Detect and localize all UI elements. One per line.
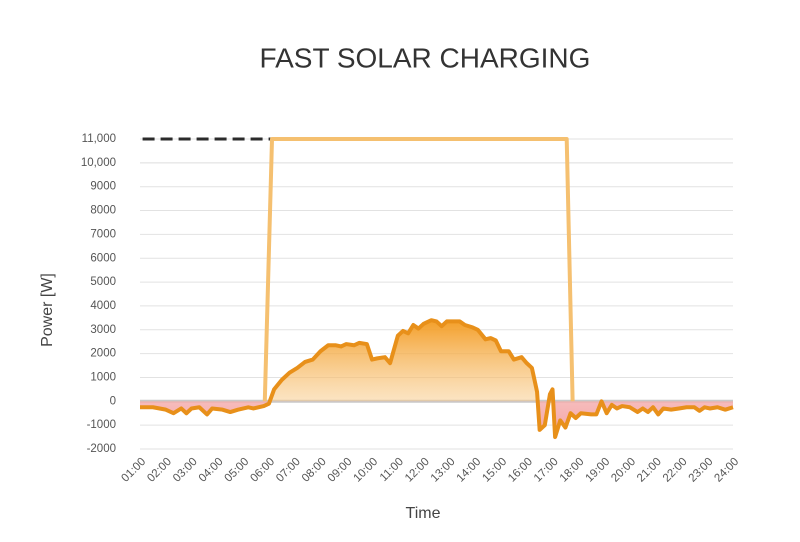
x-tick-label: 02:00 (145, 456, 174, 485)
y-tick-label: 1000 (90, 371, 116, 383)
y-tick-label: 4000 (90, 300, 116, 312)
x-tick-label: 15:00 (480, 456, 509, 485)
series-line (140, 318, 734, 440)
y-tick-label: 8000 (90, 205, 116, 217)
area-positive (269, 320, 554, 402)
y-tick-label: 0 (110, 395, 116, 407)
series-line (262, 137, 575, 402)
y-tick-label: 2000 (90, 348, 116, 360)
x-tick-label: 04:00 (197, 456, 226, 485)
x-tick-label: 19:00 (584, 456, 613, 485)
y-tick-label: 11,000 (82, 133, 116, 145)
x-tick-label: 13:00 (429, 456, 458, 485)
x-tick-label: 23:00 (687, 456, 716, 485)
x-tick-label: 16:00 (506, 456, 535, 485)
y-tick-label: 7000 (90, 228, 116, 240)
x-tick-label: 01:00 (119, 456, 148, 485)
x-tick-label: 14:00 (455, 456, 484, 485)
x-tick-label: 10:00 (351, 456, 380, 485)
x-axis-label: Time (406, 505, 441, 522)
x-tick-label: 08:00 (300, 456, 329, 485)
area-negative (140, 401, 733, 438)
y-axis-label: Power [W] (39, 273, 56, 347)
y-tick-label: 3000 (90, 324, 116, 336)
y-tick-label: 10,000 (81, 157, 116, 169)
chart-title: FAST SOLAR CHARGING (260, 42, 591, 73)
x-tick-label: 18:00 (558, 456, 587, 485)
y-tick-label: -1000 (87, 419, 116, 431)
y-tick-label: 9000 (90, 181, 116, 193)
y-tick-label: -2000 (87, 443, 116, 455)
x-tick-label: 20:00 (609, 456, 638, 485)
x-tick-label: 09:00 (326, 456, 355, 485)
x-tick-label: 05:00 (223, 456, 252, 485)
x-tick-label: 24:00 (712, 456, 741, 485)
x-tick-label: 07:00 (274, 456, 303, 485)
y-tick-label: 5000 (90, 276, 116, 288)
x-tick-label: 22:00 (661, 456, 690, 485)
y-tick-label: 6000 (90, 252, 116, 264)
x-tick-label: 11:00 (378, 456, 406, 484)
x-tick-label: 12:00 (403, 456, 432, 485)
x-tick-label: 06:00 (248, 456, 277, 485)
x-tick-label: 03:00 (171, 456, 200, 485)
x-tick-label: 21:00 (635, 456, 664, 485)
x-tick-label: 17:00 (532, 456, 561, 485)
